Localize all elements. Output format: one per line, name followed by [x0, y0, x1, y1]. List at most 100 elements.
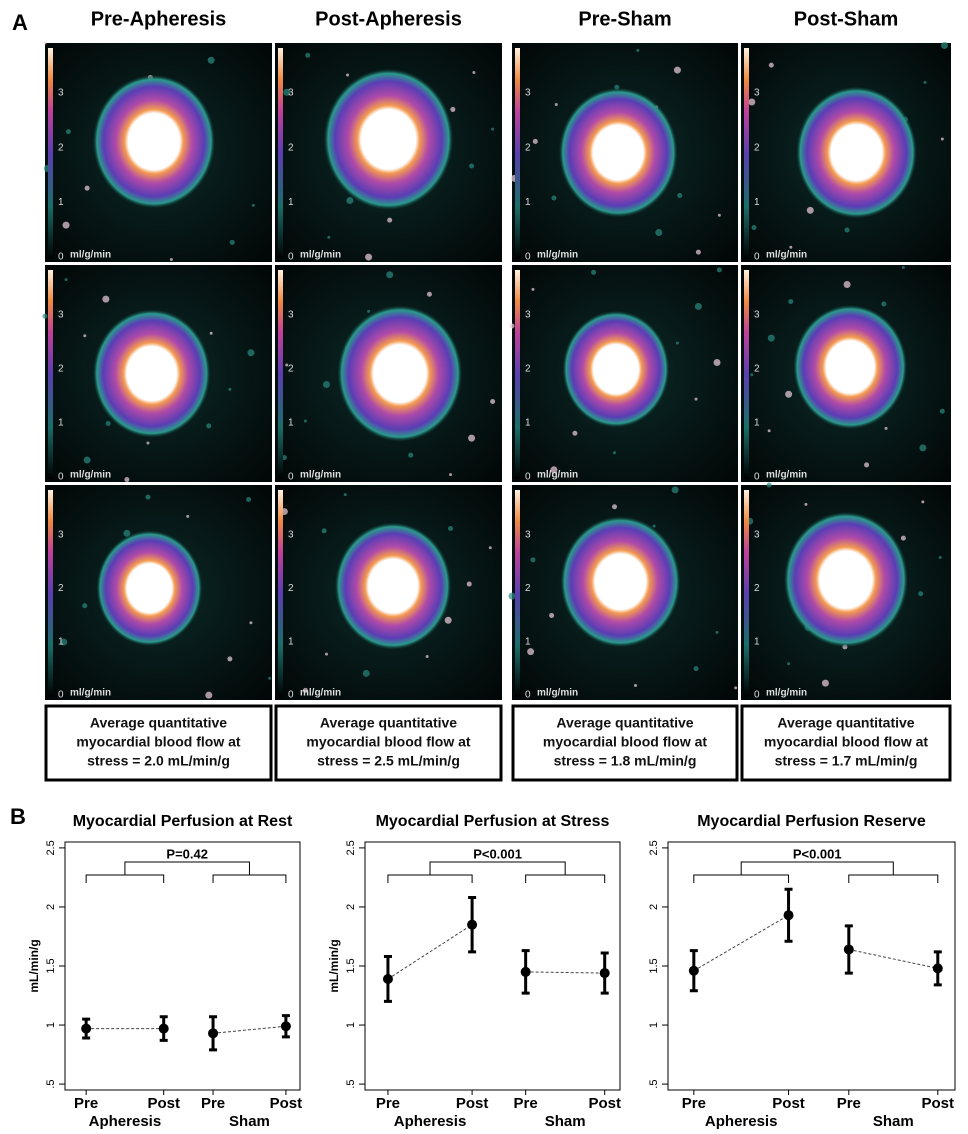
- colorbar-tick-label: 1: [525, 197, 531, 208]
- colorbar-tick-label: 0: [58, 472, 64, 483]
- p-value: P<0.001: [793, 846, 842, 861]
- point: [933, 963, 943, 973]
- speckle: [734, 686, 737, 689]
- speckle: [751, 225, 756, 230]
- speckle: [527, 648, 534, 655]
- colorbar-unit: ml/g/min: [537, 688, 578, 699]
- bracket: [125, 862, 250, 875]
- speckle: [881, 302, 886, 307]
- result-text: myocardial blood flow at: [306, 734, 470, 750]
- colorbar-tick-label: 0: [525, 472, 531, 483]
- panel-label: A: [12, 10, 28, 35]
- speckle: [531, 288, 534, 291]
- colorbar-tick-label: 2: [288, 364, 294, 375]
- point: [383, 974, 393, 984]
- result-text: Average quantitative: [320, 715, 457, 731]
- speckle: [363, 670, 370, 677]
- colorbar-tick-label: 1: [288, 197, 294, 208]
- myocardium: [96, 530, 202, 646]
- speckle: [787, 662, 790, 665]
- speckle: [716, 631, 719, 634]
- y-tick-label: 1.5: [45, 958, 57, 973]
- result-text: stress = 1.7 mL/min/g: [775, 753, 918, 769]
- point: [159, 1024, 169, 1034]
- speckle: [655, 229, 662, 236]
- speckle: [696, 250, 701, 255]
- speckle: [186, 515, 189, 518]
- y-tick-label: 1: [648, 1022, 660, 1028]
- connector: [388, 925, 472, 979]
- colorbar-tick-label: 0: [754, 690, 760, 701]
- colorbar-tick-label: 0: [754, 252, 760, 263]
- colorbar-tick-label: 2: [288, 583, 294, 594]
- myocardium: [559, 87, 678, 217]
- x-tick-label: Pre: [201, 1095, 225, 1112]
- speckle: [939, 556, 942, 559]
- speckle: [227, 656, 232, 661]
- colorbar-tick-label: 1: [754, 197, 760, 208]
- bracket: [694, 875, 789, 883]
- speckle: [768, 335, 775, 342]
- speckle: [268, 677, 271, 680]
- speckle: [210, 332, 213, 335]
- colorbar-tick-label: 1: [288, 418, 294, 429]
- speckle: [247, 349, 254, 356]
- speckle: [694, 666, 699, 671]
- speckle: [918, 591, 923, 596]
- colorbar-tick-label: 1: [754, 636, 760, 647]
- speckle: [672, 486, 679, 493]
- speckle: [919, 444, 926, 451]
- colorbar-unit: ml/g/min: [300, 470, 341, 481]
- speckle: [612, 504, 617, 509]
- speckle: [788, 299, 793, 304]
- speckle: [864, 462, 869, 467]
- speckle: [82, 603, 87, 608]
- speckle: [386, 271, 393, 278]
- speckle: [344, 493, 347, 496]
- x-tick-label: Post: [147, 1095, 180, 1112]
- connector: [849, 949, 938, 968]
- connector: [694, 915, 789, 971]
- figure: A B Pre-Apheresis0123ml/g/min0123ml/g/mi…: [0, 0, 968, 1129]
- colorbar-tick-label: 0: [288, 472, 294, 483]
- bracket: [741, 862, 893, 875]
- point: [521, 967, 531, 977]
- speckle: [246, 497, 251, 502]
- speckle: [427, 292, 432, 297]
- colorbar-tick-label: 1: [58, 636, 64, 647]
- speckle: [450, 107, 455, 112]
- colorbar-tick-label: 1: [288, 636, 294, 647]
- speckle: [901, 536, 906, 541]
- y-tick-label: 2: [45, 904, 57, 910]
- bracket: [213, 875, 286, 883]
- myocardium: [796, 86, 917, 218]
- result-text: Average quantitative: [556, 715, 693, 731]
- y-tick-label: 2.5: [345, 840, 357, 855]
- speckle: [124, 477, 129, 482]
- plot-frame: [668, 842, 955, 1090]
- point: [81, 1024, 91, 1034]
- plot-frame: [365, 842, 620, 1090]
- colorbar-unit: ml/g/min: [300, 250, 341, 261]
- speckle: [327, 236, 330, 239]
- colorbar: [744, 48, 749, 259]
- y-tick-label: 1: [345, 1022, 357, 1028]
- colorbar-tick-label: 0: [288, 252, 294, 263]
- colorbar: [515, 490, 520, 697]
- bracket: [388, 875, 472, 883]
- speckle: [448, 526, 453, 531]
- colorbar-unit: ml/g/min: [766, 250, 807, 261]
- myocardium: [93, 309, 211, 438]
- result-text: stress = 2.5 mL/min/g: [317, 753, 460, 769]
- speckle: [789, 246, 792, 249]
- result-text: Average quantitative: [777, 715, 914, 731]
- column-title: Post-Apheresis: [315, 8, 462, 30]
- colorbar: [278, 270, 283, 479]
- result-text: myocardial blood flow at: [76, 734, 240, 750]
- speckle: [408, 453, 413, 458]
- colorbar-tick-label: 3: [288, 310, 294, 321]
- speckle: [613, 451, 616, 454]
- chart-title: Myocardial Perfusion at Rest: [73, 813, 293, 830]
- colorbar-tick-label: 0: [288, 690, 294, 701]
- colorbar-tick-label: 3: [525, 530, 531, 541]
